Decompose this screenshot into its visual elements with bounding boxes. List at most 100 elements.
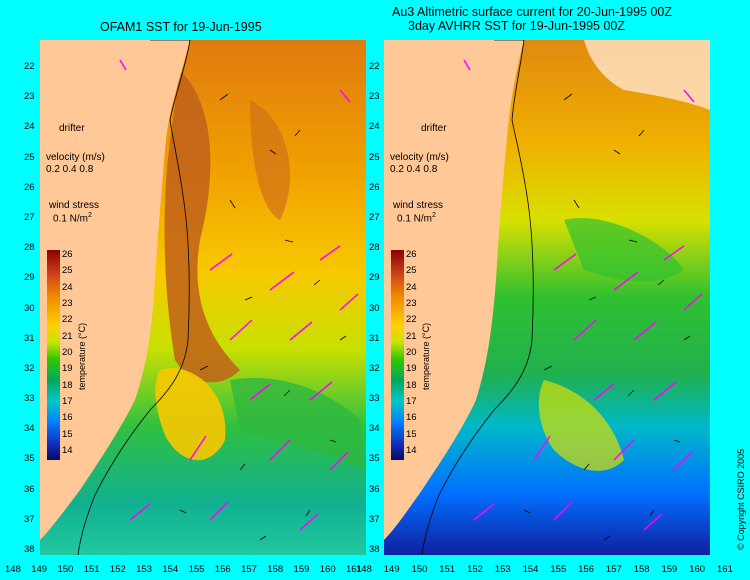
tick-label: 37	[369, 513, 380, 525]
tick-label: 33	[24, 393, 35, 405]
tick-label: 160	[319, 564, 336, 575]
tick-label: 154	[162, 564, 179, 575]
tick-label: 23	[406, 298, 417, 309]
tick-label: 31	[24, 332, 35, 344]
tick-label: 148	[5, 564, 21, 575]
tick-label: 152	[109, 564, 126, 575]
tick-label: 22	[62, 314, 73, 326]
tick-label: 26	[62, 249, 73, 260]
tick-label: 21	[62, 330, 73, 342]
tick-label: 37	[24, 513, 35, 525]
tick-label: 148	[356, 564, 372, 575]
tick-label: 20	[406, 347, 417, 358]
tick-label: 27	[369, 211, 380, 223]
tick-label: 158	[633, 564, 650, 575]
tick-label: 34	[24, 423, 35, 435]
tick-label: 156	[214, 564, 231, 575]
tick-label: 151	[83, 564, 100, 575]
wind-scale-value-right: 0.1 N/m	[397, 213, 433, 225]
tick-label: 152	[467, 564, 483, 575]
wind-label-left: wind stress	[49, 200, 100, 211]
tick-label: 34	[369, 423, 380, 435]
tick-label: 29	[24, 272, 35, 284]
tick-label: 25	[406, 265, 417, 277]
tick-label: 35	[24, 453, 35, 465]
tick-label: 28	[24, 242, 35, 254]
tick-label: 28	[369, 242, 380, 254]
avhrr-sst-map	[384, 40, 710, 555]
tick-label: 157	[605, 564, 622, 575]
tick-label: 160	[689, 564, 706, 575]
tick-label: 22	[369, 61, 380, 72]
wind-scale-left: 0.1 N/m2	[53, 212, 92, 224]
tick-label: 18	[62, 379, 73, 391]
tick-label: 32	[24, 362, 35, 374]
tick-label: 150	[411, 564, 428, 575]
wind-scale-exponent-left: 2	[88, 212, 92, 219]
tick-label: 26	[369, 181, 380, 193]
tick-label: 161	[346, 564, 362, 575]
tick-label: 23	[369, 91, 380, 103]
tick-label: 158	[267, 564, 284, 575]
copyright-text: © Copyright CSIRO 2005	[736, 448, 746, 550]
tick-label: 38	[24, 544, 35, 555]
tick-label: 26	[406, 249, 417, 260]
velocity-label-right: velocity (m/s)	[390, 152, 449, 163]
tick-label: 155	[188, 564, 205, 575]
wind-scale-right: 0.1 N/m2	[397, 212, 436, 224]
tick-label: 159	[661, 564, 678, 575]
tick-label: 17	[406, 396, 417, 407]
wind-label-right: wind stress	[393, 200, 444, 211]
tick-label: 153	[494, 564, 511, 575]
tick-label: 38	[369, 544, 380, 555]
tick-label: 36	[369, 483, 380, 495]
tick-label: 17	[62, 396, 73, 407]
tick-label: 161	[717, 564, 733, 575]
tick-label: 24	[24, 121, 35, 133]
tick-label: 157	[241, 564, 257, 575]
tick-label: 25	[24, 151, 35, 163]
tick-label: 31	[369, 332, 380, 344]
tick-label: 156	[578, 564, 594, 575]
tick-label: 21	[406, 330, 417, 342]
tick-label: 35	[369, 453, 380, 465]
tick-label: 24	[369, 121, 380, 133]
tick-label: 20	[62, 347, 73, 358]
tick-label: 155	[550, 564, 567, 575]
tick-label: 23	[24, 91, 35, 103]
ofam-sst-map	[40, 40, 366, 555]
wind-scale-value-left: 0.1 N/m	[53, 213, 89, 225]
tick-label: 153	[136, 564, 152, 575]
drifter-label-left: drifter	[59, 123, 85, 134]
tick-label: 151	[439, 564, 456, 575]
wind-scale-exponent-right: 2	[432, 212, 436, 219]
tick-label: 15	[62, 428, 73, 440]
tick-label: 25	[62, 265, 73, 277]
tick-label: 150	[57, 564, 74, 575]
right-panel-title-line2: 3day AVHRR SST for 19-Jun-1995 00Z	[408, 19, 626, 33]
tick-label: 24	[406, 281, 417, 293]
tick-label: 36	[24, 483, 35, 495]
tick-label: 149	[383, 564, 400, 575]
drifter-label-right: drifter	[421, 123, 447, 134]
tick-label: 154	[522, 564, 539, 575]
tick-label: 16	[62, 412, 73, 424]
tick-label: 30	[24, 302, 35, 314]
tick-label: 32	[369, 362, 380, 374]
tick-label: 25	[369, 151, 380, 163]
tick-label: 33	[369, 393, 380, 405]
tick-label: 159	[293, 564, 310, 575]
tick-label: 18	[406, 379, 417, 391]
colorbar-label-left: temperature (°C)	[77, 322, 87, 390]
tick-label: 24	[62, 281, 73, 293]
velocity-scale-right: 0.2 0.4 0.8	[390, 164, 438, 175]
colorbar-left	[47, 250, 60, 460]
tick-label: 16	[406, 412, 417, 424]
velocity-scale-left: 0.2 0.4 0.8	[46, 164, 94, 175]
tick-label: 19	[62, 363, 73, 375]
tick-label: 23	[62, 298, 73, 309]
right-panel-title-line1: Au3 Altimetric surface current for 20-Ju…	[392, 5, 672, 19]
tick-label: 14	[62, 445, 73, 456]
left-panel-title: OFAM1 SST for 19-Jun-1995	[100, 20, 262, 34]
tick-label: 22	[406, 314, 417, 326]
